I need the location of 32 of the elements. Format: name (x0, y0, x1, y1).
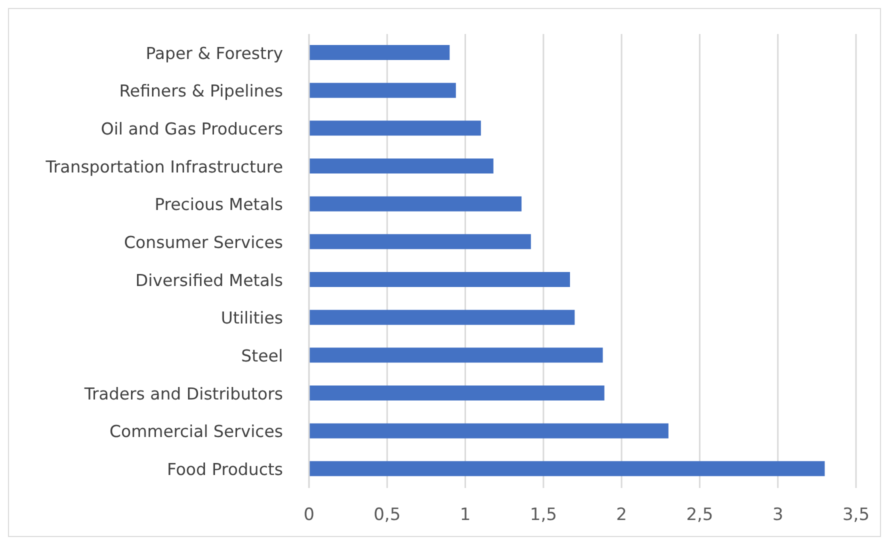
y-tick-label: Transportation Infrastructure (44, 157, 283, 176)
bar (309, 423, 668, 438)
bar (309, 196, 522, 212)
bar (309, 82, 456, 98)
bar (309, 310, 575, 325)
bar (309, 234, 531, 250)
x-tick-label: 0,5 (374, 505, 401, 526)
bar (309, 120, 481, 136)
x-tick-label: 2 (616, 505, 627, 526)
bar (309, 272, 570, 287)
y-tick-label: Refiners & Pipelines (119, 82, 283, 101)
y-tick-label: Steel (241, 346, 283, 366)
y-tick-label: Utilities (220, 308, 283, 328)
y-tick-label: Food Products (166, 460, 283, 479)
y-tick-label: Consumer Services (124, 232, 283, 252)
y-tick-label: Traders and Distributors (83, 384, 283, 404)
bar (309, 386, 604, 400)
y-tick-label: Paper & Forestry (146, 44, 284, 63)
x-tick-label: 1 (460, 505, 471, 526)
y-tick-label: Precious Metals (154, 195, 283, 214)
x-tick-label: 2,5 (686, 505, 714, 526)
y-tick-label: Oil and Gas Producers (100, 119, 283, 138)
y-tick-label: Diversified Metals (135, 270, 283, 290)
x-tick-label: 3,5 (842, 505, 870, 526)
x-tick-label: 3 (772, 505, 784, 526)
bar (309, 158, 494, 174)
bar (309, 348, 603, 363)
x-tick-label: 1,5 (530, 505, 557, 526)
y-tick-label: Commercial Services (109, 422, 283, 442)
bar (309, 45, 450, 60)
x-tick-label: 0 (304, 505, 314, 526)
bar (309, 461, 825, 476)
